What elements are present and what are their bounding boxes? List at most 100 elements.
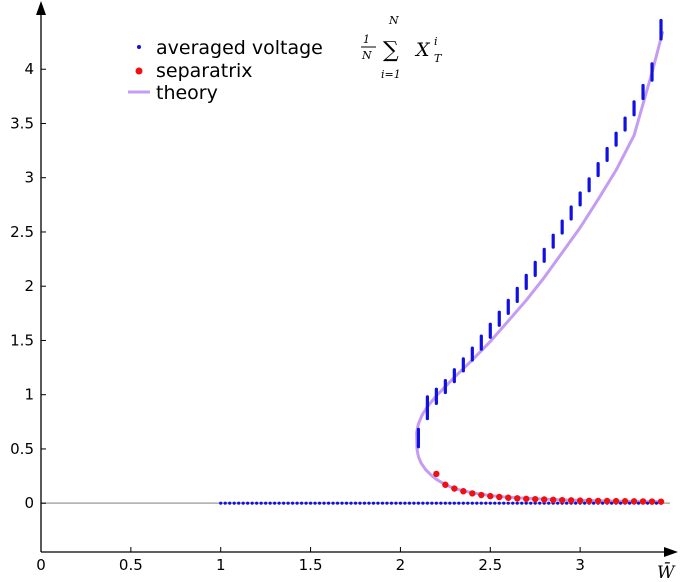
- separatrix-point: [442, 481, 449, 488]
- voltage-point: [353, 501, 358, 505]
- voltage-point: [291, 501, 295, 505]
- voltage-point: [403, 501, 407, 505]
- formula-frac-num: 1: [363, 33, 370, 46]
- voltage-point: [358, 501, 362, 505]
- voltage-point: [255, 501, 259, 505]
- x-tick-label: 1: [216, 556, 226, 574]
- voltage-point: [389, 501, 394, 505]
- formula-sum-symbol: ∑: [383, 38, 399, 63]
- x-tick-label: 1.5: [299, 556, 323, 574]
- voltage-point: [565, 501, 569, 505]
- voltage-point: [497, 501, 501, 505]
- x-tick-label: 2: [396, 556, 406, 574]
- voltage-point: [515, 501, 519, 505]
- separatrix-point: [514, 495, 521, 502]
- x-axis-arrow: [664, 547, 678, 557]
- voltage-point: [299, 501, 304, 505]
- y-tick-label: 0.5: [10, 440, 34, 458]
- voltage-point: [425, 501, 429, 505]
- plot-area: [41, 18, 670, 505]
- legend: averaged voltage 1 N N ∑ i=1 X i T separ…: [128, 14, 443, 104]
- separatrix-point: [451, 485, 458, 492]
- voltage-point: [335, 501, 340, 505]
- legend-formula: 1 N N ∑ i=1 X i T: [361, 14, 443, 81]
- voltage-point: [574, 501, 578, 505]
- separatrix-point: [505, 494, 512, 501]
- voltage-point: [237, 501, 241, 505]
- formula-frac-den: N: [361, 49, 372, 62]
- voltage-point: [524, 501, 528, 505]
- voltage-point: [645, 501, 650, 505]
- voltage-point: [326, 501, 331, 505]
- y-tick-label: 2: [24, 277, 34, 295]
- formula-sum-bottom: i=1: [381, 68, 401, 81]
- voltage-point: [529, 501, 533, 505]
- voltage-point: [484, 501, 488, 505]
- voltage-point: [250, 501, 254, 505]
- y-tick-label: 1.5: [10, 331, 34, 349]
- voltage-point: [493, 501, 497, 505]
- voltage-point: [412, 501, 416, 505]
- voltage-point: [264, 501, 268, 505]
- voltage-point: [286, 501, 290, 505]
- formula-sum-top: N: [388, 14, 399, 27]
- voltage-point: [506, 501, 510, 505]
- voltage-point: [654, 501, 659, 505]
- voltage-point: [556, 501, 560, 505]
- separatrix-point: [469, 490, 476, 497]
- voltage-point: [277, 501, 281, 505]
- voltage-point: [398, 501, 403, 505]
- separatrix-point: [657, 498, 665, 505]
- y-tick-label: 2.5: [10, 223, 34, 241]
- separatrix-point: [541, 496, 548, 503]
- voltage-point: [421, 501, 425, 505]
- separatrix-point: [496, 493, 503, 501]
- voltage-point: [322, 501, 326, 505]
- voltage-point: [466, 501, 470, 505]
- voltage-point: [479, 501, 483, 505]
- formula-subscript: T: [434, 52, 443, 65]
- x-tick-label: 0.5: [119, 556, 143, 574]
- voltage-point: [443, 501, 447, 505]
- x-tick-label: 2.5: [478, 556, 502, 574]
- x-tick-label: 3: [575, 556, 585, 574]
- separatrix-point: [576, 497, 584, 504]
- voltage-point: [331, 501, 335, 505]
- theory-line: [415, 30, 665, 504]
- x-axis-label: W̄: [657, 561, 676, 582]
- voltage-point: [273, 501, 277, 505]
- voltage-point: [583, 501, 587, 505]
- voltage-point: [601, 501, 605, 505]
- voltage-point: [475, 501, 479, 505]
- formula-superscript: i: [434, 35, 438, 48]
- voltage-point: [394, 501, 398, 505]
- formula-symbol: X: [414, 39, 431, 61]
- separatrix-point: [594, 497, 602, 505]
- voltage-point: [344, 501, 349, 505]
- y-tick-label: 3.5: [10, 114, 34, 132]
- voltage-point: [340, 501, 344, 505]
- voltage-point: [380, 501, 385, 505]
- voltage-point: [313, 501, 317, 505]
- separatrix-point: [603, 497, 611, 505]
- y-tick-label: 3: [24, 169, 34, 187]
- voltage-point: [448, 501, 452, 505]
- voltage-point: [407, 501, 412, 505]
- separatrix-point: [532, 495, 539, 503]
- voltage-point: [434, 501, 438, 505]
- separatrix-point: [567, 497, 575, 504]
- voltage-point: [371, 501, 376, 505]
- separatrix-point: [478, 491, 485, 499]
- y-tick-label: 0: [24, 494, 34, 512]
- voltage-point: [618, 501, 623, 505]
- voltage-point: [308, 501, 313, 505]
- voltage-point: [547, 501, 551, 505]
- voltage-point: [488, 501, 492, 505]
- voltage-point: [439, 501, 443, 505]
- voltage-point: [533, 501, 537, 505]
- voltage-point: [502, 501, 506, 505]
- y-tick-label: 4: [24, 60, 34, 78]
- separatrix-point: [460, 488, 467, 495]
- axes: [36, 1, 678, 557]
